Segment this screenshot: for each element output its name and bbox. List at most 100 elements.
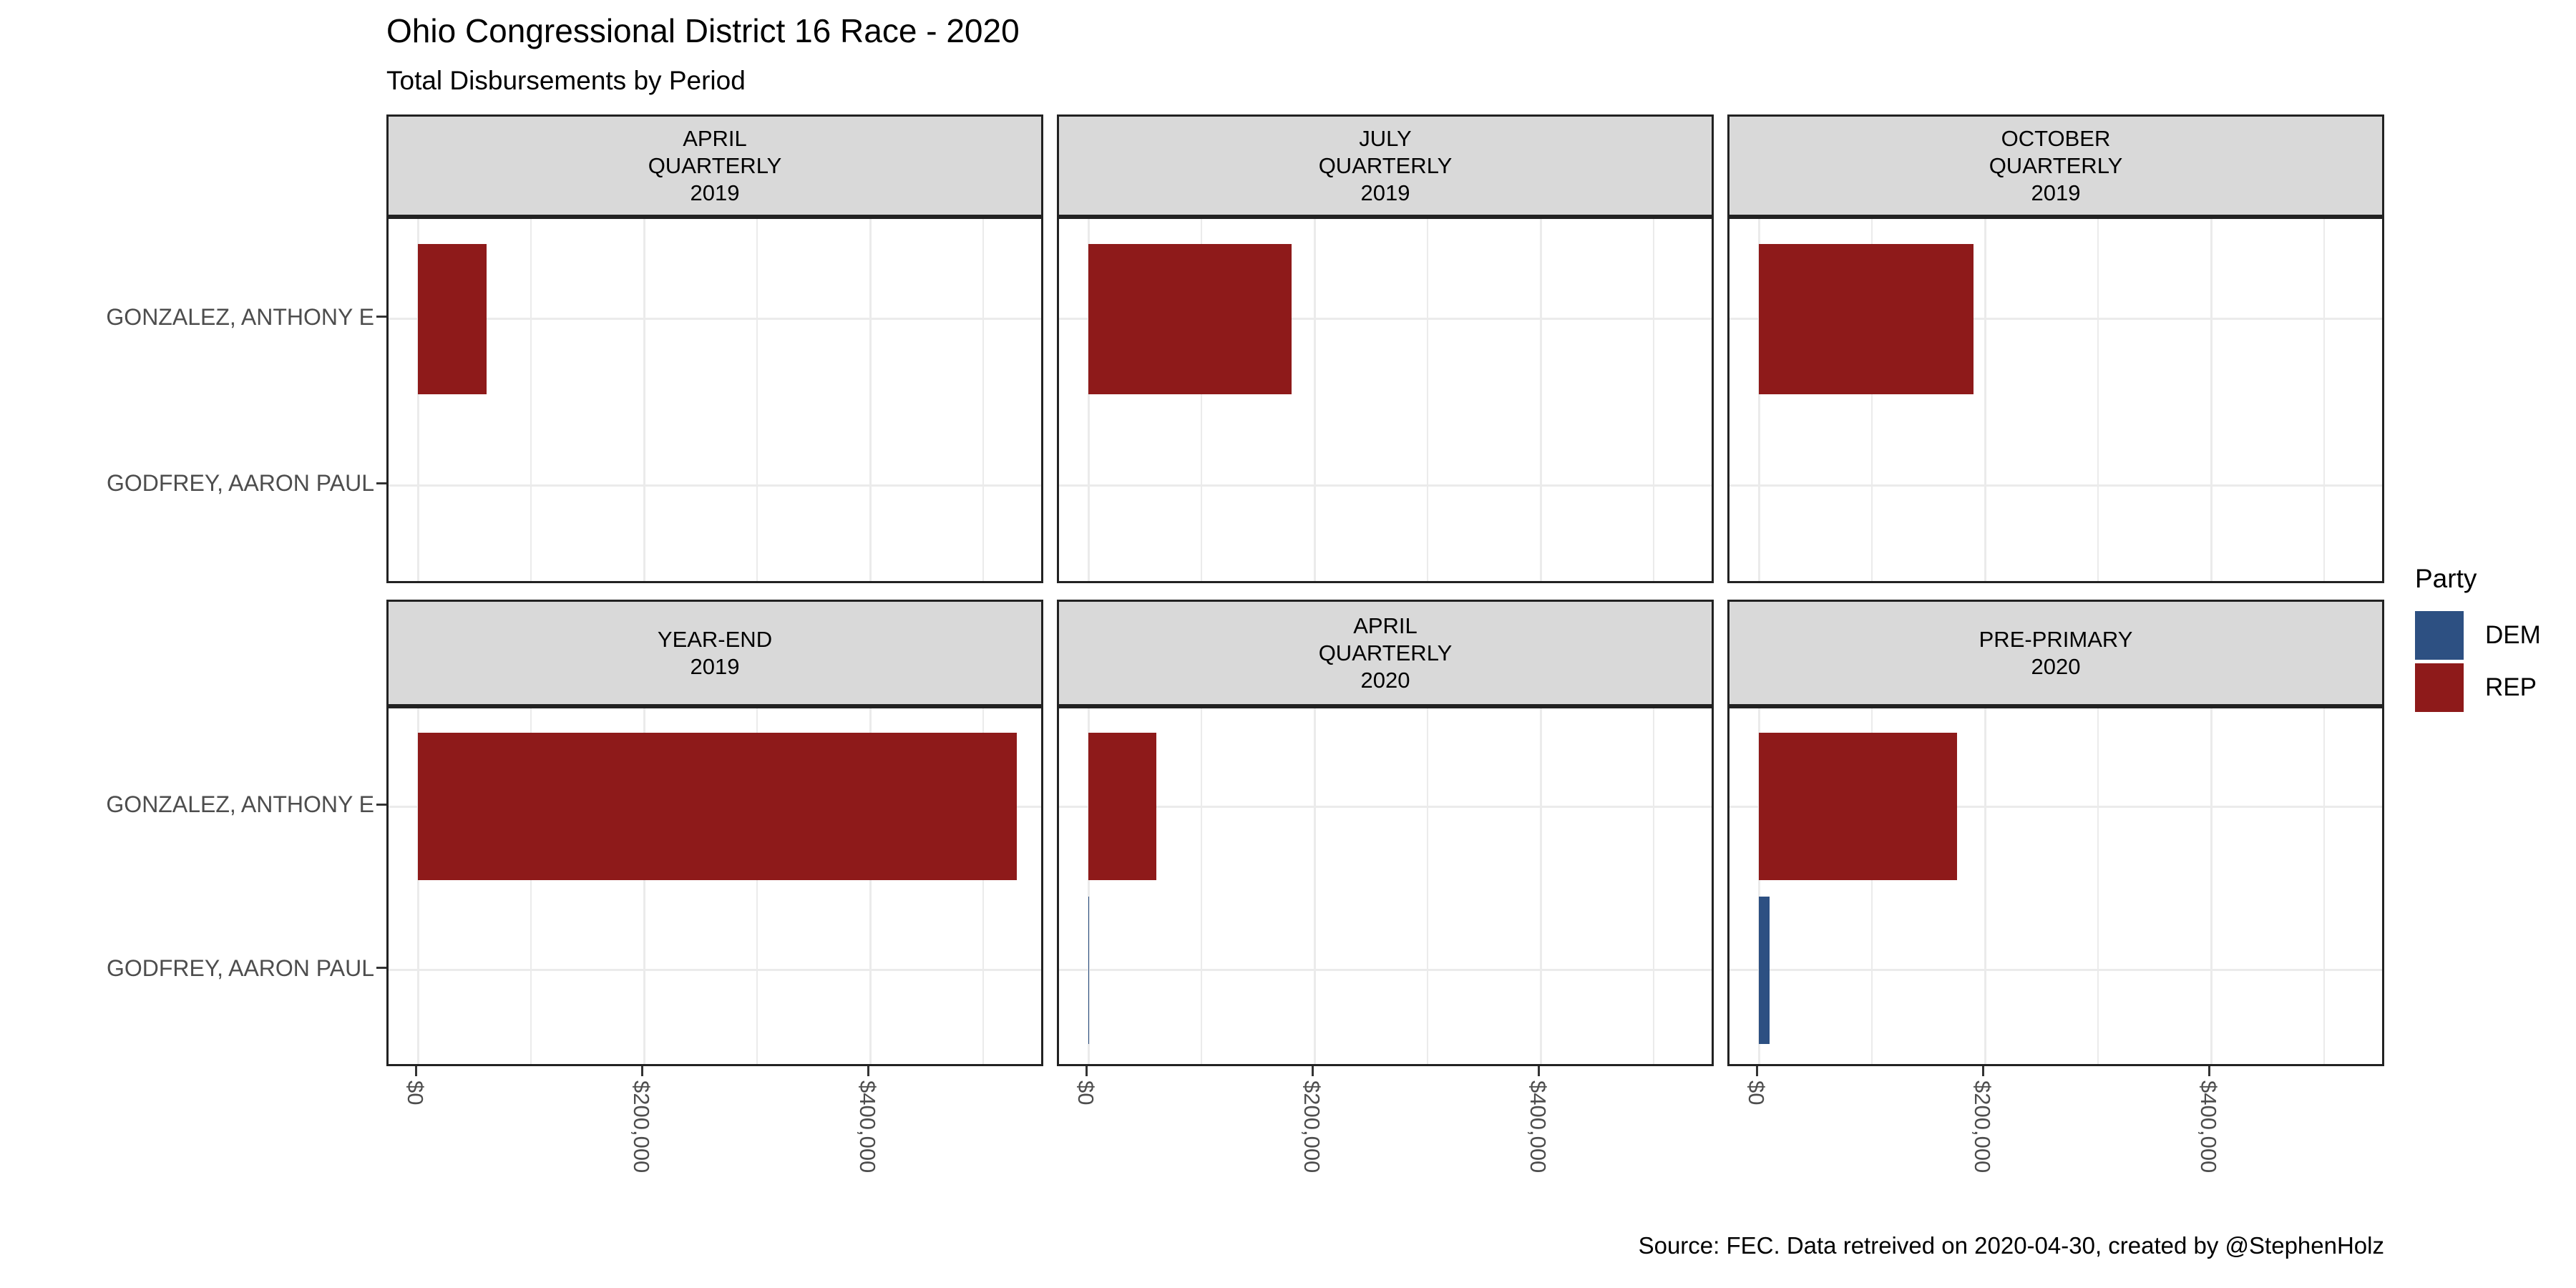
minor-gridline xyxy=(1871,708,1873,1064)
chart-caption: Source: FEC. Data retreived on 2020-04-3… xyxy=(1638,1232,2384,1259)
minor-gridline xyxy=(756,219,758,581)
facet-strip-label: OCTOBER xyxy=(2001,125,2111,151)
facet-strip: YEAR-END 2019 xyxy=(386,600,1043,706)
category-gridline xyxy=(1059,318,1712,321)
minor-gridline xyxy=(756,708,758,1064)
facet-strip-label: QUARTERLY xyxy=(648,152,782,178)
category-gridline xyxy=(389,318,1041,321)
x-tick xyxy=(1537,1066,1540,1076)
minor-gridline xyxy=(1871,219,1873,581)
minor-gridline xyxy=(530,708,532,1064)
facet-strip-label: QUARTERLY xyxy=(1989,152,2123,178)
facet-strip: APRIL QUARTERLY 2019 xyxy=(386,114,1043,217)
category-gridline xyxy=(1729,484,2382,487)
x-tick-label: $400,000 xyxy=(855,1080,881,1174)
x-tick-label: $200,000 xyxy=(629,1080,655,1174)
major-gridline xyxy=(1757,219,1760,581)
x-tick-label: $400,000 xyxy=(2196,1080,2222,1174)
category-gridline xyxy=(1059,805,1712,808)
legend-item-label: REP xyxy=(2485,673,2537,701)
minor-gridline xyxy=(1653,708,1655,1064)
major-gridline xyxy=(1087,219,1090,581)
major-gridline xyxy=(416,708,419,1064)
legend: Party DEM REP xyxy=(2415,564,2541,716)
legend-item-rep: REP xyxy=(2415,663,2541,712)
bar-rep xyxy=(418,243,487,394)
minor-gridline xyxy=(1201,708,1203,1064)
facet-panel xyxy=(1727,217,2384,583)
y-axis-label: GODFREY, AARON PAUL xyxy=(106,470,374,497)
facet-strip-label: 2019 xyxy=(1360,180,1410,205)
facet-panel xyxy=(1727,706,2384,1066)
bar-rep xyxy=(1088,243,1292,394)
x-tick-label: $400,000 xyxy=(1526,1080,1551,1174)
x-tick xyxy=(1981,1066,1984,1076)
facet-strip-label: 2019 xyxy=(2031,180,2081,205)
category-gridline xyxy=(1059,969,1712,972)
x-tick-label: $0 xyxy=(403,1080,429,1106)
facet-strip: APRIL QUARTERLY 2020 xyxy=(1057,600,1714,706)
chart-title: Ohio Congressional District 16 Race - 20… xyxy=(386,12,1020,49)
category-gridline xyxy=(1729,969,2382,972)
minor-gridline xyxy=(1653,219,1655,581)
x-tick xyxy=(1311,1066,1314,1076)
x-tick xyxy=(640,1066,643,1076)
minor-gridline xyxy=(1427,708,1429,1064)
facet-strip-label: YEAR-END xyxy=(657,626,773,652)
category-gridline xyxy=(1729,805,2382,808)
major-gridline xyxy=(416,219,419,581)
minor-gridline xyxy=(982,708,985,1064)
bar-dem xyxy=(1088,896,1090,1044)
y-axis-label: GONZALEZ, ANTHONY E xyxy=(106,791,374,818)
minor-gridline xyxy=(1201,219,1203,581)
y-tick xyxy=(376,482,386,484)
legend-item-dem: DEM xyxy=(2415,611,2541,660)
y-tick xyxy=(376,316,386,318)
facet-strip: OCTOBER QUARTERLY 2019 xyxy=(1727,114,2384,217)
major-gridline xyxy=(643,708,645,1064)
bar-rep xyxy=(1088,733,1156,881)
category-gridline xyxy=(1729,318,2382,321)
category-gridline xyxy=(389,484,1041,487)
major-gridline xyxy=(1539,708,1542,1064)
facet-strip-label: APRIL xyxy=(683,125,747,151)
minor-gridline xyxy=(2097,708,2099,1064)
y-tick xyxy=(376,967,386,970)
major-gridline xyxy=(1087,708,1090,1064)
legend-swatch-dem xyxy=(2415,611,2464,660)
major-gridline xyxy=(643,219,645,581)
x-tick-label: $0 xyxy=(1073,1080,1099,1106)
major-gridline xyxy=(1984,708,1986,1064)
bar-rep xyxy=(418,733,1018,881)
x-tick xyxy=(867,1066,869,1076)
major-gridline xyxy=(2210,219,2212,581)
legend-title: Party xyxy=(2415,564,2477,593)
major-gridline xyxy=(1539,219,1542,581)
facet-strip-label: 2019 xyxy=(690,180,740,205)
category-gridline xyxy=(389,969,1041,972)
x-tick-label: $200,000 xyxy=(1299,1080,1325,1174)
major-gridline xyxy=(1984,219,1986,581)
minor-gridline xyxy=(2097,219,2099,581)
minor-gridline xyxy=(2323,219,2326,581)
minor-gridline xyxy=(2323,708,2326,1064)
major-gridline xyxy=(869,708,872,1064)
minor-gridline xyxy=(982,219,985,581)
x-tick-label: $200,000 xyxy=(1970,1080,1996,1174)
facet-strip-label: 2020 xyxy=(1360,667,1410,693)
x-tick-label: $0 xyxy=(1744,1080,1770,1106)
facet-strip: JULY QUARTERLY 2019 xyxy=(1057,114,1714,217)
minor-gridline xyxy=(530,219,532,581)
category-gridline xyxy=(1059,484,1712,487)
facet-strip-label: QUARTERLY xyxy=(1318,640,1453,665)
major-gridline xyxy=(1757,708,1760,1064)
major-gridline xyxy=(2210,708,2212,1064)
y-axis-label: GONZALEZ, ANTHONY E xyxy=(106,303,374,330)
major-gridline xyxy=(869,219,872,581)
facet-panel xyxy=(386,217,1043,583)
facet-panel xyxy=(1057,217,1714,583)
major-gridline xyxy=(1313,708,1316,1064)
y-axis-label: GODFREY, AARON PAUL xyxy=(106,955,374,981)
facet-panel xyxy=(386,706,1043,1066)
